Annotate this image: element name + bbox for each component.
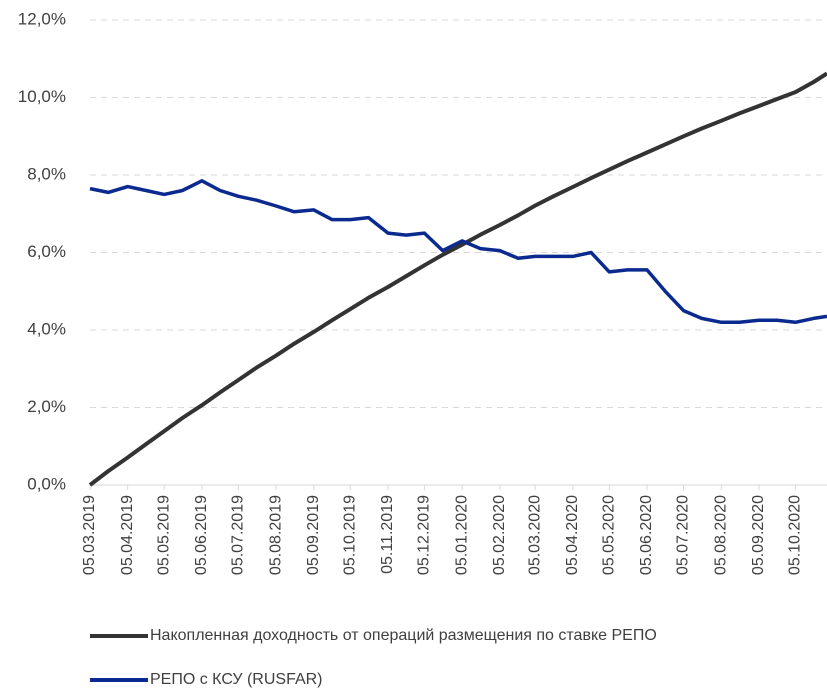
- x-tick-label: 05.09.2019: [305, 495, 322, 575]
- x-tick-label: 05.08.2020: [712, 495, 729, 575]
- x-tick-label: 05.09.2020: [750, 495, 767, 575]
- x-tick-label: 05.03.2020: [526, 495, 543, 575]
- x-tick-label: 05.03.2019: [81, 495, 98, 575]
- y-tick-label: 0,0%: [27, 474, 66, 493]
- x-tick-label: 05.07.2019: [230, 495, 247, 575]
- series-line: [89, 179, 827, 325]
- x-tick-label: 05.10.2019: [341, 495, 358, 575]
- x-tick-label: 05.10.2020: [787, 495, 804, 575]
- legend-label: Накопленная доходность от операций разме…: [150, 627, 657, 644]
- x-tick-label: 05.02.2020: [491, 495, 508, 575]
- x-tick-label: 05.05.2020: [601, 495, 618, 575]
- x-tick-label: 05.04.2019: [119, 495, 136, 575]
- x-tick-label: 05.05.2019: [155, 495, 172, 575]
- y-tick-label: 6,0%: [27, 242, 66, 261]
- x-tick-label: 05.12.2019: [416, 495, 433, 575]
- y-tick-label: 2,0%: [27, 397, 66, 416]
- y-tick-label: 4,0%: [27, 319, 66, 338]
- y-tick-label: 8,0%: [27, 164, 66, 183]
- series-line: [88, 71, 827, 487]
- x-tick-label: 05.06.2020: [638, 495, 655, 575]
- x-tick-label: 05.11.2019: [379, 495, 396, 574]
- legend-label: РЕПО с КСУ (RUSFAR): [150, 671, 323, 688]
- x-tick-label: 05.06.2019: [193, 495, 210, 575]
- x-tick-label: 05.08.2019: [267, 495, 284, 575]
- x-tick-label: 05.01.2020: [453, 495, 470, 575]
- x-tick-label: 05.07.2020: [675, 495, 692, 575]
- y-tick-label: 10,0%: [18, 87, 66, 106]
- y-tick-label: 12,0%: [18, 9, 66, 28]
- x-tick-label: 05.04.2020: [564, 495, 581, 575]
